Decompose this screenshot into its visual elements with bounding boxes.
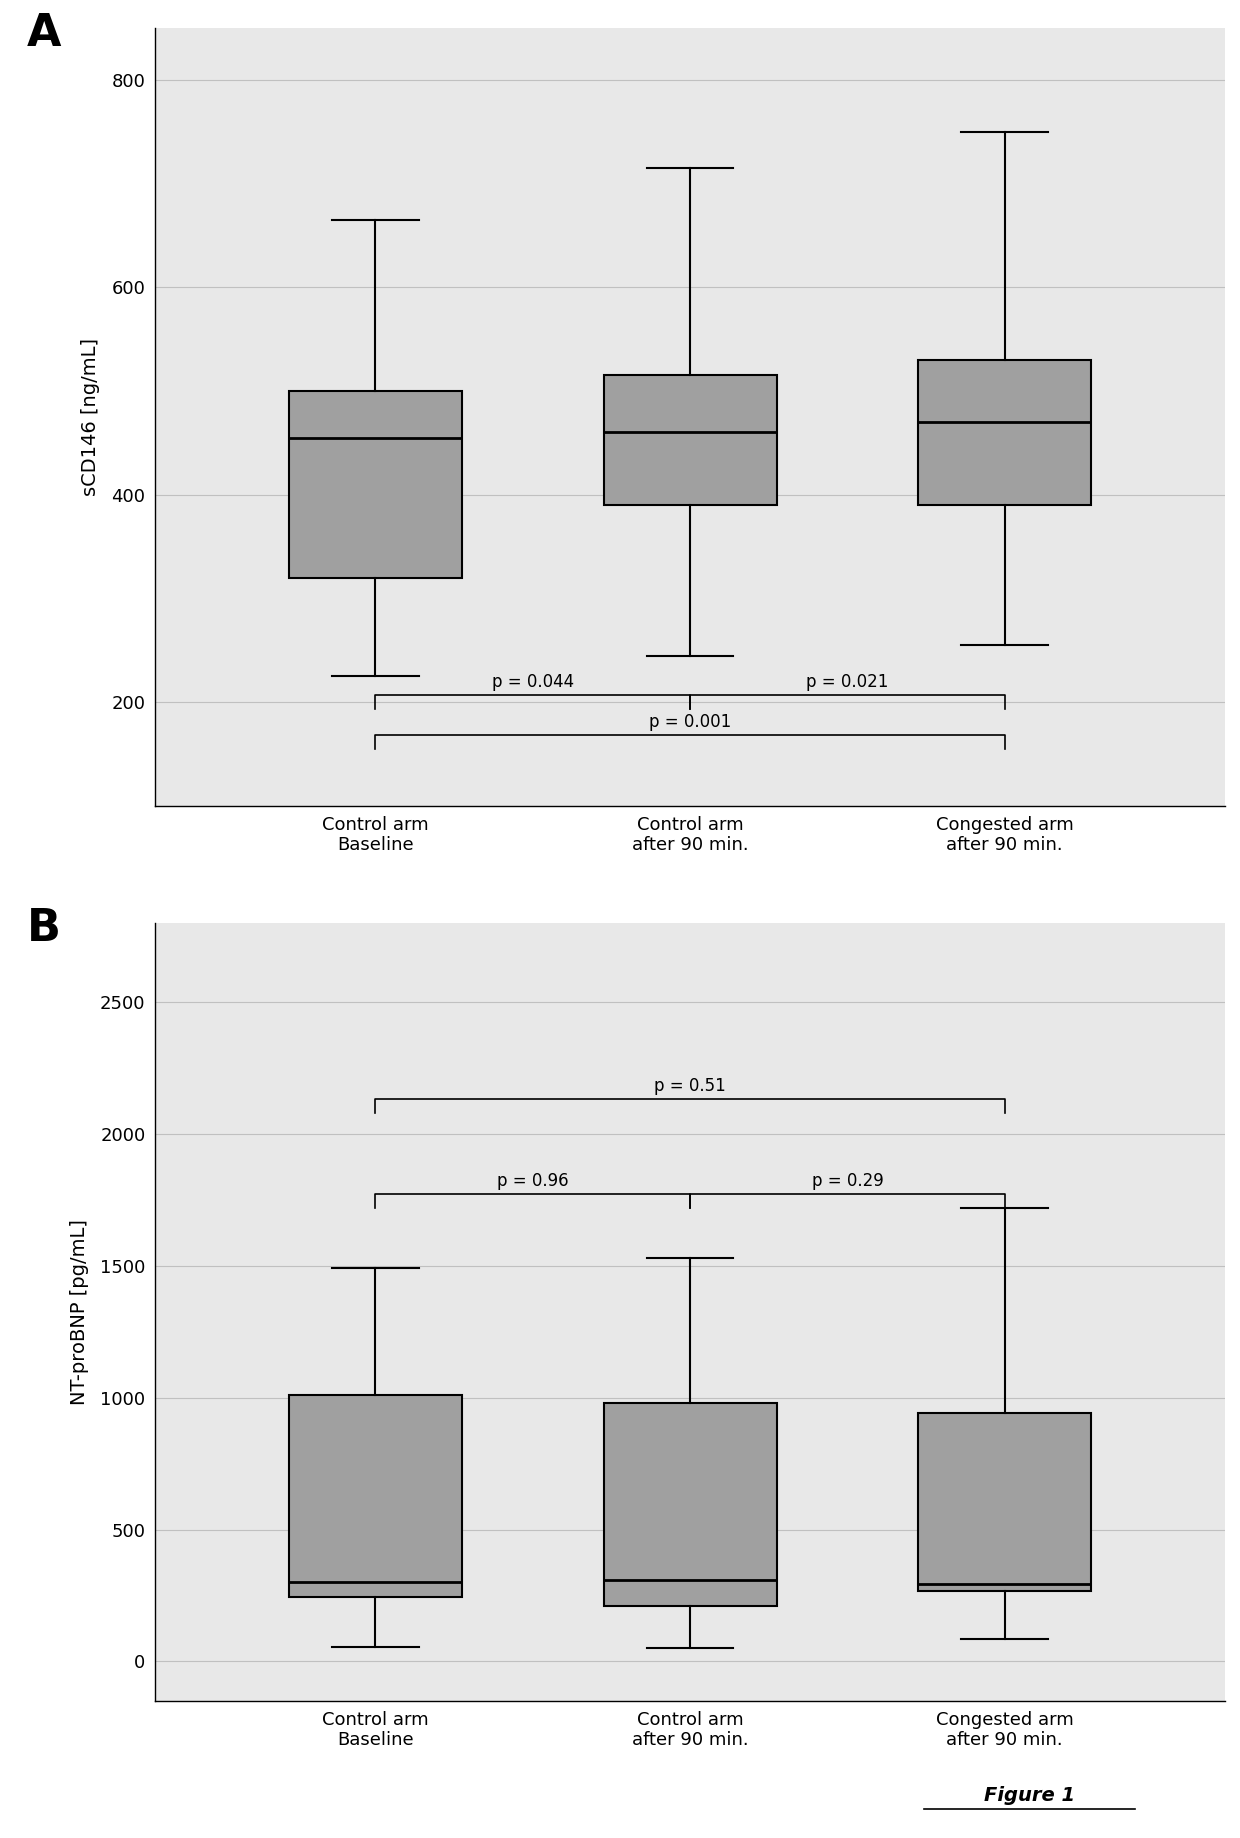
Text: p = 0.29: p = 0.29 xyxy=(811,1171,883,1189)
Y-axis label: NT-proBNP [pg/mL]: NT-proBNP [pg/mL] xyxy=(69,1219,89,1404)
Text: p = 0.021: p = 0.021 xyxy=(806,673,889,691)
Text: A: A xyxy=(27,13,61,55)
PathPatch shape xyxy=(604,1402,776,1606)
PathPatch shape xyxy=(918,1413,1091,1592)
Text: B: B xyxy=(27,908,61,950)
Text: p = 0.96: p = 0.96 xyxy=(497,1171,568,1189)
Text: p = 0.044: p = 0.044 xyxy=(492,673,574,691)
Text: p = 0.001: p = 0.001 xyxy=(649,713,732,732)
Text: Figure 1: Figure 1 xyxy=(983,1787,1075,1805)
Y-axis label: sCD146 [ng/mL]: sCD146 [ng/mL] xyxy=(82,338,100,496)
PathPatch shape xyxy=(918,360,1091,505)
PathPatch shape xyxy=(289,1395,463,1597)
PathPatch shape xyxy=(289,391,463,577)
PathPatch shape xyxy=(604,375,776,505)
Text: p = 0.51: p = 0.51 xyxy=(655,1077,725,1095)
